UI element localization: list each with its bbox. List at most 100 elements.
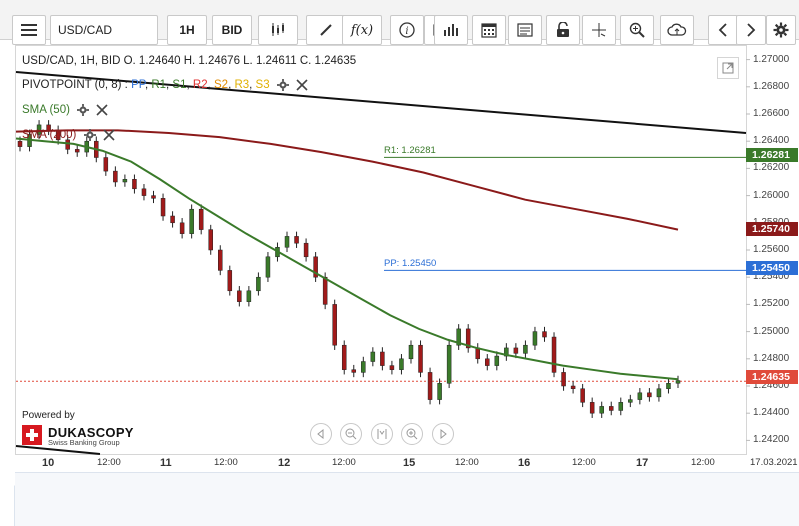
pivot-s3-label: S3: [255, 79, 270, 92]
crosshair-button[interactable]: [582, 15, 616, 45]
candle-body: [237, 290, 242, 302]
scroll-left-button[interactable]: [708, 15, 738, 45]
time-tick: 11: [160, 457, 172, 469]
candle-body: [303, 242, 309, 258]
sma50-legend: SMA (50): [22, 104, 108, 116]
time-tick: 15: [403, 457, 416, 469]
info-button[interactable]: i: [390, 15, 424, 45]
zoom-in-icon: [406, 428, 418, 440]
pivot-name: PIVOTPOINT (0, 8): [22, 79, 122, 92]
time-tick: 12:00: [332, 457, 356, 468]
candle-body: [294, 236, 299, 244]
symbol-label: USD/CAD: [58, 23, 113, 37]
zoom-button[interactable]: [620, 15, 654, 45]
candle-body: [656, 388, 662, 398]
price-tick: 1.26200: [753, 162, 790, 174]
time-tick: 12:00: [455, 457, 479, 468]
price-tick: 1.25400: [753, 271, 790, 283]
chart-type-button[interactable]: [258, 15, 298, 45]
pp-price-label: 1.25450: [746, 261, 798, 275]
candle-body: [361, 361, 366, 373]
expand-button[interactable]: [717, 57, 739, 79]
symbol-selector[interactable]: USD/CAD: [50, 15, 158, 45]
close-icon[interactable]: [96, 104, 108, 116]
price-axis[interactable]: 1.27000 1.26800 1.26600 1.26400 1.26200 1.260…: [747, 45, 799, 455]
candle-body: [666, 383, 671, 389]
svg-text:i: i: [405, 26, 408, 37]
info-icon: i: [399, 22, 415, 38]
time-axis: 10 12:00 11 12:00 12 12:00 15 12:00 16 12:00 17 12:…: [15, 455, 799, 470]
period-selector[interactable]: 1H: [167, 15, 207, 45]
candle-body: [551, 336, 557, 373]
arrow-right-icon: [440, 429, 447, 439]
candle-body: [628, 399, 633, 403]
dukascopy-logo: [22, 425, 42, 445]
scroll-right-button[interactable]: [736, 15, 766, 45]
lock-button[interactable]: [546, 15, 580, 45]
swiss-cross-icon: [26, 429, 38, 441]
crosshair-icon: [592, 23, 606, 37]
gear-icon[interactable]: [77, 104, 90, 116]
news-button[interactable]: [508, 15, 542, 45]
powered-by-text: Powered by: [22, 410, 75, 421]
brand-name: DUKASCOPY: [48, 425, 134, 440]
candle-body: [227, 270, 233, 292]
r1-price-label: 1.26281: [746, 148, 798, 162]
menu-button[interactable]: [12, 15, 46, 45]
sma200-price-label: 1.25740: [746, 222, 798, 236]
candle-body: [65, 139, 70, 150]
candle-body: [189, 208, 194, 234]
price-tick: 1.25000: [753, 325, 790, 337]
calendar-button[interactable]: [472, 15, 506, 45]
cloud-upload-icon: [667, 23, 687, 36]
gear-icon[interactable]: [276, 79, 289, 91]
candle-body: [370, 351, 376, 362]
zoom-out-button[interactable]: [340, 423, 362, 445]
bar-chart-icon: [444, 24, 458, 36]
time-tick: 12:00: [691, 457, 715, 468]
candle-body: [542, 331, 547, 338]
zoom-out-icon: [345, 428, 357, 440]
gear-icon[interactable]: [83, 129, 96, 141]
pencil-icon: [320, 24, 332, 36]
close-icon[interactable]: [103, 129, 115, 141]
nav-back-button[interactable]: [310, 423, 332, 445]
pivot-r2-label: R2: [192, 79, 208, 92]
candle-body: [513, 347, 519, 354]
candle-body: [456, 328, 461, 346]
drawing-tool-button[interactable]: [306, 15, 346, 45]
share-button[interactable]: [660, 15, 694, 45]
candle-body: [113, 170, 118, 183]
candle-body: [141, 188, 147, 196]
candle-body: [408, 344, 414, 360]
period-label: 1H: [179, 23, 195, 37]
candle-body: [599, 406, 604, 414]
sma200-legend: SMA (200): [22, 129, 115, 141]
volume-button[interactable]: [434, 15, 468, 45]
settings-button[interactable]: [766, 15, 796, 45]
time-tick: 12:00: [214, 457, 238, 468]
zoom-in-button[interactable]: [401, 423, 423, 445]
candle-body: [246, 290, 252, 302]
indicators-button[interactable]: f(x): [342, 15, 382, 45]
nav-forward-button[interactable]: [432, 423, 454, 445]
candle-body: [504, 347, 509, 357]
price-tick: 1.24400: [753, 407, 790, 419]
zoom-icon: [629, 22, 645, 38]
candle-body: [17, 140, 23, 147]
side-selector[interactable]: BID: [212, 15, 252, 45]
candle-body: [561, 372, 566, 387]
candle-body: [570, 385, 576, 389]
time-tick: 16: [518, 457, 531, 469]
close-icon[interactable]: [296, 79, 308, 91]
candle-body: [427, 372, 433, 400]
pivot-s1-label: S1: [172, 79, 187, 92]
price-tick: 1.26600: [753, 108, 790, 119]
pivot-s2-label: S2: [213, 79, 229, 92]
fit-button[interactable]: [371, 423, 393, 445]
candle-body: [389, 365, 395, 370]
navigator[interactable]: [15, 472, 799, 526]
chart-area[interactable]: [15, 45, 747, 455]
expand-icon: [722, 62, 734, 74]
news-icon: [517, 23, 533, 37]
